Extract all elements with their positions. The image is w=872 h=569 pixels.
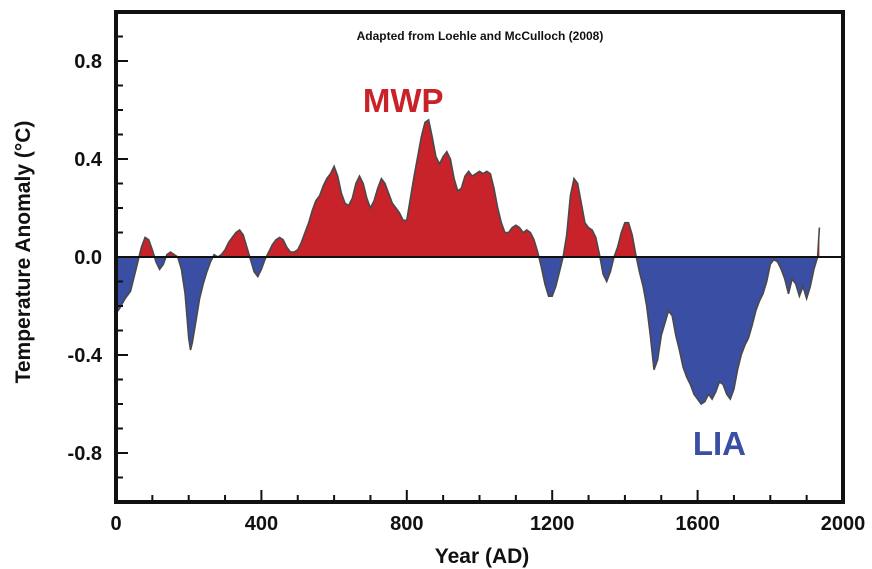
x-axis-ticks: 0 400 800 1200 1600 2000 (110, 490, 865, 535)
annotation-mwp: MWP (363, 82, 444, 119)
x-tick-label: 400 (245, 513, 278, 535)
y-tick-label: -0.8 (68, 443, 102, 465)
y-tick-label: 0.8 (74, 51, 102, 73)
x-tick-label: 1600 (675, 513, 720, 535)
x-tick-label: 800 (390, 513, 423, 535)
x-tick-label: 0 (110, 513, 121, 535)
anomaly-fill-area (116, 119, 820, 404)
x-axis-label: Year (AD) (435, 545, 530, 568)
y-tick-label: 0.0 (74, 247, 102, 269)
y-axis-label: Temperature Anomaly (°C) (12, 121, 35, 384)
x-tick-label: 2000 (821, 513, 866, 535)
y-axis-ticks: -0.8 -0.4 0.0 0.4 0.8 (68, 11, 128, 503)
cool-anomaly-area (116, 257, 820, 404)
y-tick-label: 0.4 (74, 149, 103, 171)
x-tick-label: 1200 (530, 513, 575, 535)
y-tick-label: -0.4 (68, 345, 103, 367)
anomaly-series-line (115, 118, 821, 406)
warm-anomaly-area (116, 119, 820, 257)
annotation-lia: LIA (693, 425, 746, 462)
chart-title: Adapted from Loehle and McCulloch (2008) (357, 29, 604, 43)
